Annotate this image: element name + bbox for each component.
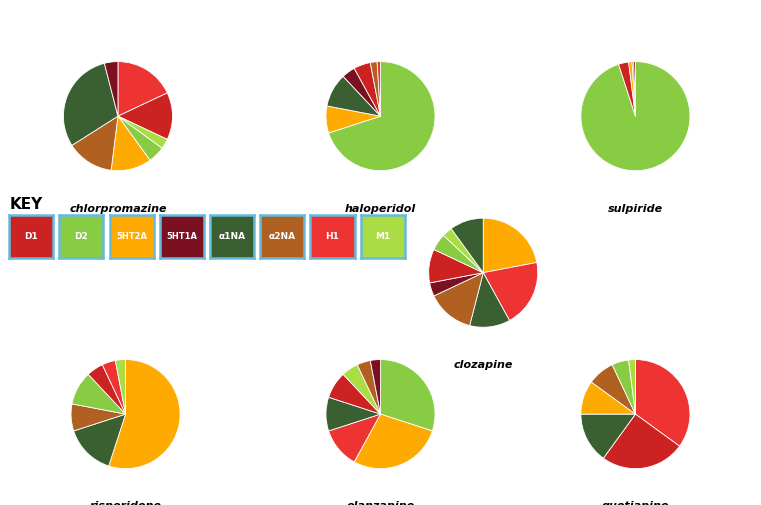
Text: α1NA: α1NA (218, 232, 246, 240)
Wedge shape (629, 360, 635, 414)
Wedge shape (428, 249, 483, 283)
Wedge shape (354, 414, 432, 469)
Wedge shape (619, 62, 635, 116)
Wedge shape (329, 414, 380, 462)
Wedge shape (343, 365, 380, 414)
Wedge shape (327, 76, 380, 116)
Text: sulpiride: sulpiride (608, 204, 663, 214)
Text: quetiapine: quetiapine (602, 501, 669, 505)
Wedge shape (111, 116, 150, 171)
Wedge shape (470, 273, 510, 327)
Wedge shape (102, 361, 126, 414)
Text: risperidone: risperidone (90, 501, 161, 505)
Text: haloperidol: haloperidol (345, 204, 416, 214)
Wedge shape (329, 62, 435, 171)
Wedge shape (434, 235, 483, 273)
Wedge shape (357, 361, 380, 414)
Text: chlorpromazine: chlorpromazine (69, 204, 167, 214)
Wedge shape (329, 374, 380, 414)
Wedge shape (451, 218, 483, 273)
Wedge shape (343, 68, 380, 116)
Wedge shape (483, 218, 537, 273)
Wedge shape (581, 414, 635, 458)
Text: clozapine: clozapine (454, 360, 513, 370)
Wedge shape (116, 360, 126, 414)
Text: α2NA: α2NA (269, 232, 296, 240)
Wedge shape (104, 62, 118, 116)
Text: H1: H1 (326, 232, 339, 240)
Text: 5HT2A: 5HT2A (116, 232, 147, 240)
Wedge shape (444, 229, 483, 273)
Wedge shape (635, 360, 690, 446)
Text: KEY: KEY (9, 197, 43, 212)
Text: D1: D1 (24, 232, 38, 240)
Wedge shape (483, 263, 538, 321)
Wedge shape (72, 374, 126, 414)
Wedge shape (354, 63, 380, 116)
Wedge shape (634, 62, 635, 116)
Wedge shape (118, 116, 162, 160)
Wedge shape (434, 273, 483, 326)
Wedge shape (591, 365, 635, 414)
Text: D2: D2 (75, 232, 88, 240)
Wedge shape (88, 365, 126, 414)
Wedge shape (72, 116, 118, 170)
Wedge shape (581, 62, 690, 171)
Wedge shape (109, 360, 180, 469)
Wedge shape (581, 382, 635, 414)
Wedge shape (612, 360, 635, 414)
Wedge shape (71, 404, 126, 431)
Wedge shape (118, 62, 167, 116)
Text: 5HT1A: 5HT1A (167, 232, 197, 240)
Wedge shape (326, 106, 380, 133)
Wedge shape (371, 62, 380, 116)
Wedge shape (74, 414, 126, 466)
Wedge shape (377, 62, 380, 116)
Wedge shape (632, 62, 635, 116)
Text: M1: M1 (375, 232, 390, 240)
Wedge shape (326, 397, 380, 431)
Wedge shape (430, 273, 483, 296)
Wedge shape (603, 414, 680, 469)
Wedge shape (118, 93, 173, 139)
Wedge shape (63, 63, 118, 145)
Wedge shape (118, 116, 167, 148)
Wedge shape (629, 62, 635, 116)
Text: olanzapine: olanzapine (346, 501, 415, 505)
Wedge shape (371, 360, 380, 414)
Wedge shape (380, 360, 435, 431)
